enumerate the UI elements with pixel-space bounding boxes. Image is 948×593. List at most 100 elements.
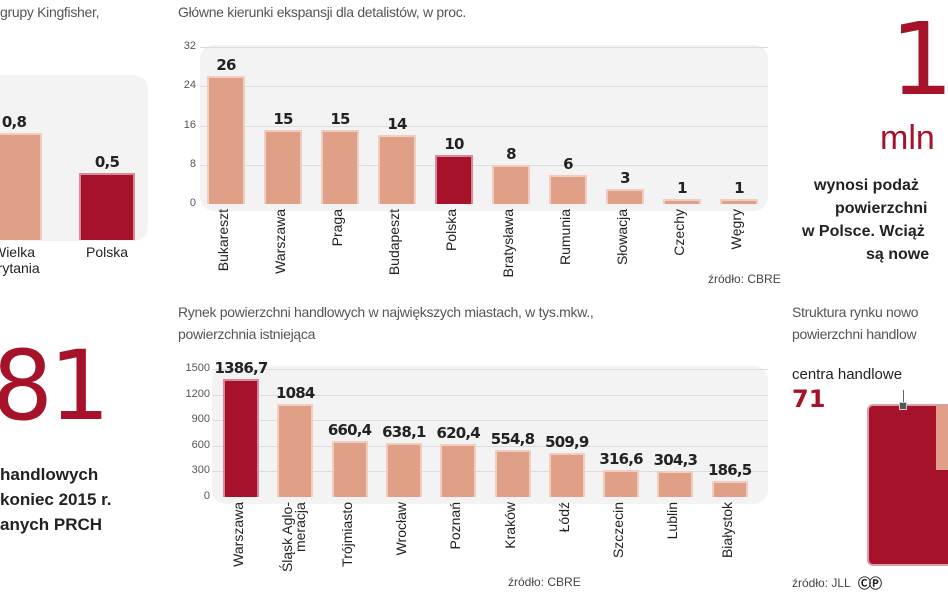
y-tick-label: 0 xyxy=(189,197,196,209)
top-chart-source: źródło: CBRE xyxy=(708,272,781,286)
y-tick-label: 16 xyxy=(183,118,196,131)
category-label: Polska xyxy=(85,244,129,260)
value-label: 0,8 xyxy=(1,113,27,132)
value-label: 8 xyxy=(506,144,516,163)
bar xyxy=(277,404,314,497)
category-label: Kraków xyxy=(501,502,518,549)
left-text-line: handlowych xyxy=(0,465,99,484)
category-label: Poznań xyxy=(447,502,464,550)
category-label: Węgry xyxy=(728,209,744,250)
category-label: Bukareszt xyxy=(215,209,231,272)
structure-title-2: powierzchni handlow xyxy=(792,326,917,342)
y-tick-label: 1200 xyxy=(185,387,210,400)
y-tick-label: 8 xyxy=(189,157,196,170)
right-text-line: powierzchni xyxy=(835,200,928,217)
bar xyxy=(494,449,531,497)
category-label: Trójmiasto xyxy=(338,502,355,567)
right-unit: mln xyxy=(880,119,935,157)
bar xyxy=(331,440,368,497)
category-label: Praga xyxy=(329,209,345,247)
bar xyxy=(603,469,640,497)
right-text-line: wynosi podaż xyxy=(814,177,919,194)
category-label: Łódź xyxy=(555,502,572,533)
category-label: Śląsk Aglo- meracja xyxy=(279,502,309,573)
value-label: 316,6 xyxy=(599,449,643,468)
bar xyxy=(435,154,473,204)
right-source: źródło: JLL xyxy=(792,576,851,590)
left-text: handlowych koniec 2015 r. anych PRCH xyxy=(0,462,112,537)
gridline xyxy=(200,86,768,88)
value-label: 0,5 xyxy=(94,153,120,172)
value-label: 14 xyxy=(387,115,407,134)
right-text-line: w Polsce. Wciąż xyxy=(802,223,925,240)
bar xyxy=(207,76,245,204)
bar xyxy=(711,481,748,497)
value-label: 6 xyxy=(563,154,573,173)
right-text: wynosi podaż powierzchni w Polsce. Wciąż… xyxy=(802,174,930,266)
structure-title-1: Struktura rynku nowo xyxy=(792,304,919,320)
bar xyxy=(264,130,302,204)
bar xyxy=(223,378,259,497)
left-chart-title: grupy Kingfisher, xyxy=(0,4,100,20)
y-tick-label: 600 xyxy=(191,438,210,451)
category-label: Warszawa xyxy=(230,502,246,567)
category-label: Lublin xyxy=(664,502,681,540)
cc-icon: ⒸⓅ xyxy=(858,576,882,591)
segment-other xyxy=(936,406,948,470)
bottom-chart-source: źródło: CBRE xyxy=(508,575,581,589)
category-label: Szczecin xyxy=(610,502,627,559)
y-tick-label: 32 xyxy=(183,40,196,52)
category-label: Wielka Brytania xyxy=(0,244,40,276)
category-label: Wrocław xyxy=(392,502,409,556)
gridline xyxy=(212,420,768,422)
value-label: 1386,7 xyxy=(214,358,268,377)
left-big-number: 81 xyxy=(0,330,110,442)
bar xyxy=(440,444,477,497)
category-label: Rumunia xyxy=(557,209,573,266)
gridline xyxy=(212,471,768,473)
y-tick-label: 300 xyxy=(191,464,210,477)
value-label: 620,4 xyxy=(436,424,480,443)
category-label: Budapeszt xyxy=(386,209,402,276)
bar xyxy=(657,471,694,497)
y-tick-label: 1500 xyxy=(185,362,210,374)
bar xyxy=(548,453,585,497)
value-label: 304,3 xyxy=(653,451,698,470)
category-label: Czechy xyxy=(671,209,687,256)
bar xyxy=(0,133,42,240)
bar xyxy=(549,174,587,204)
gridline xyxy=(212,445,768,447)
bar xyxy=(663,199,701,204)
category-label: Białystok xyxy=(718,502,735,559)
category-label: Warszawa xyxy=(272,209,288,274)
bar xyxy=(606,189,644,204)
gridline xyxy=(212,369,768,370)
value-label: 15 xyxy=(273,110,293,129)
value-label: 26 xyxy=(216,56,236,75)
value-label: 1 xyxy=(734,179,744,198)
gridline xyxy=(200,164,768,166)
value-label: 3 xyxy=(620,169,630,188)
top-chart-title: Główne kierunki ekspansji dla detalistów… xyxy=(178,4,467,20)
bottom-chart-title: Rynek powierzchni handlowych w największ… xyxy=(178,304,594,320)
bar xyxy=(720,199,758,204)
right-text-line: są nowe xyxy=(866,246,930,263)
bar xyxy=(321,130,359,204)
bar xyxy=(79,173,135,240)
value-label: 186,5 xyxy=(707,461,752,480)
gridline xyxy=(212,394,768,396)
bar xyxy=(378,135,416,204)
bar xyxy=(385,442,422,497)
segment-pointer-marker xyxy=(899,402,907,410)
value-label: 509,9 xyxy=(545,433,589,452)
value-label: 1 xyxy=(677,179,687,198)
value-label: 660,4 xyxy=(327,420,372,439)
gridline xyxy=(200,125,768,127)
bar xyxy=(492,164,530,204)
y-tick-label: 900 xyxy=(191,413,210,426)
value-label: 10 xyxy=(444,134,464,153)
y-tick-label: 0 xyxy=(203,490,210,502)
value-label: 638,1 xyxy=(382,422,426,441)
segment-pointer-line xyxy=(903,390,904,404)
left-text-line: koniec 2015 r. xyxy=(0,490,112,509)
